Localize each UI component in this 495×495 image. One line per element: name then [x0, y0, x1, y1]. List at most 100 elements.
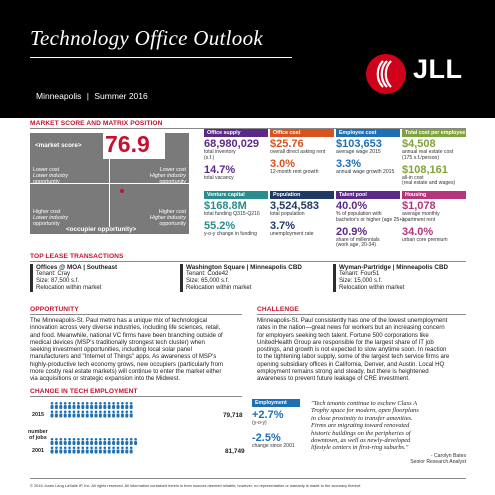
challenge-text: Minneapolis-St. Paul consistently has on… — [257, 317, 449, 383]
person-icon — [112, 402, 116, 409]
person-icon — [90, 446, 94, 454]
quadrant-top-left: Lower cost Lower industry opportunity — [33, 167, 69, 185]
stat-value: 68,980,029 — [204, 138, 260, 150]
stat-header: Venture capital — [204, 191, 268, 199]
person-icon — [107, 446, 111, 454]
person-icon — [112, 446, 116, 454]
person-icon — [116, 402, 120, 409]
stat-value: 3.7% — [270, 219, 296, 232]
person-icon — [59, 402, 63, 409]
section-rule — [30, 261, 466, 262]
person-icon — [85, 402, 89, 409]
person-icon — [76, 402, 80, 409]
text-line: innovation across very diverse industrie… — [30, 324, 221, 332]
quadrant-bottom-right: Higher cost Higher industry opportunity — [149, 209, 186, 227]
person-icon — [90, 410, 94, 418]
person-icon — [50, 446, 54, 454]
person-icon — [103, 438, 107, 445]
jobs-label: number of jobs — [28, 429, 48, 441]
stat-header: Office cost — [270, 129, 334, 137]
employment-header: Employment — [252, 399, 300, 407]
score-box — [103, 129, 165, 159]
person-icon — [112, 410, 116, 418]
header-banner — [0, 0, 495, 118]
person-icon — [68, 446, 72, 454]
text-line: seeking investment opportunities, includ… — [30, 346, 192, 354]
section-title-leases: TOP LEASE TRANSACTIONS — [30, 253, 124, 260]
person-icon — [120, 438, 124, 445]
person-icon — [59, 410, 63, 418]
text-line: opening subsidiary offices in California… — [257, 360, 445, 368]
stat-label: total vacancy — [204, 174, 234, 181]
lease-note: Relocation within market — [339, 285, 405, 291]
section-rule — [257, 314, 466, 315]
jobs-2001-value: 81,749 — [225, 448, 245, 455]
stat-label: bachelor's or higher (age 25+) — [336, 216, 404, 223]
lease-tenant: Tenant: Code42 — [186, 271, 229, 277]
person-icon — [63, 446, 67, 454]
person-icon — [116, 410, 120, 418]
stat-header: Talent pool — [336, 191, 400, 199]
person-icon — [72, 446, 76, 454]
text-line: employment remains strong and steady, bu… — [257, 368, 429, 376]
quadrant-bottom-left: Higher cost Lower industry opportunity — [33, 209, 69, 227]
people-icon-grid — [50, 402, 138, 454]
text-line: in close proximity to transfer amenities… — [311, 414, 413, 422]
footer-copyright: © 2016 Jones Lang LaSalle IP, Inc. All r… — [30, 483, 362, 488]
opportunity-text: The Minneapolis-St. Paul metro has a uni… — [30, 317, 223, 383]
stat-value: 34.0% — [402, 225, 434, 238]
stat-card-talent-pool: Talent pool 40.0%% of population with bach… — [336, 191, 404, 249]
person-icon — [59, 438, 63, 445]
stat-label: total inventory — [204, 149, 236, 155]
text-line: rates in the nation—great news for worke… — [257, 324, 445, 332]
stat-card-office-supply: Office supply 68,980,029 total inventory (s… — [204, 129, 268, 181]
person-icon — [59, 446, 63, 454]
person-icon — [85, 410, 89, 418]
person-icon — [63, 410, 67, 418]
person-icon — [81, 410, 85, 418]
person-icon — [54, 446, 58, 454]
person-icon — [129, 402, 133, 409]
person-icon — [72, 438, 76, 445]
jll-flame-icon — [366, 54, 406, 94]
stat-label: % of population with — [336, 211, 382, 217]
stat-card-housing: Housing $1,078 average monthly apartment re… — [402, 191, 466, 243]
section-title-market: MARKET SCORE AND MATRIX POSITION — [30, 120, 163, 127]
person-icon — [81, 446, 85, 454]
stat-value: 40.0% — [336, 200, 368, 212]
person-icon — [72, 410, 76, 418]
stat-header: Population — [270, 191, 334, 199]
stat-label: total funding Q315-Q216 — [204, 211, 260, 217]
stat-header: Total cost per employee — [402, 129, 466, 137]
stat-value: $108,161 — [402, 163, 448, 176]
stat-label: annual real estate cost — [402, 149, 454, 155]
stat-label: all-in cost — [402, 174, 424, 181]
stat-value: $1,078 — [402, 200, 436, 212]
text-line: highly-productive tech economy grows, ne… — [30, 360, 224, 368]
lease-title: Washington Square | Minneapolis CBD — [186, 264, 302, 271]
stat-label: (175 s.f./person) — [402, 154, 440, 161]
person-icon — [116, 438, 120, 445]
person-icon — [134, 438, 138, 445]
person-icon — [76, 446, 80, 454]
page-title: Technology Office Outlook — [30, 26, 264, 50]
person-icon — [107, 410, 111, 418]
text-line: historic buildings on the peripheries of — [311, 429, 411, 437]
person-icon — [85, 446, 89, 454]
stat-label: overall direct asking rent — [270, 149, 326, 155]
section-title-challenge: CHALLENGE — [257, 306, 299, 313]
person-icon — [90, 402, 94, 409]
stat-value: 3.3% — [336, 157, 362, 170]
text-line: "Tech tenants continue to eschew Class A — [311, 400, 417, 407]
subtitle-divider: | — [86, 91, 89, 101]
person-icon — [98, 402, 102, 409]
person-icon — [116, 446, 120, 454]
stat-card-population: Population 3,524,583 total population 3.7% u… — [270, 191, 334, 238]
stat-label: (real estate and wages) — [402, 180, 456, 187]
text-line: manufacturers and "Internet of Things" a… — [30, 353, 217, 361]
text-line: Trophy space for modern, open floorplans — [311, 407, 419, 415]
person-icon — [98, 410, 102, 418]
person-icon — [125, 410, 129, 418]
person-icon — [68, 410, 72, 418]
person-icon — [76, 438, 80, 445]
